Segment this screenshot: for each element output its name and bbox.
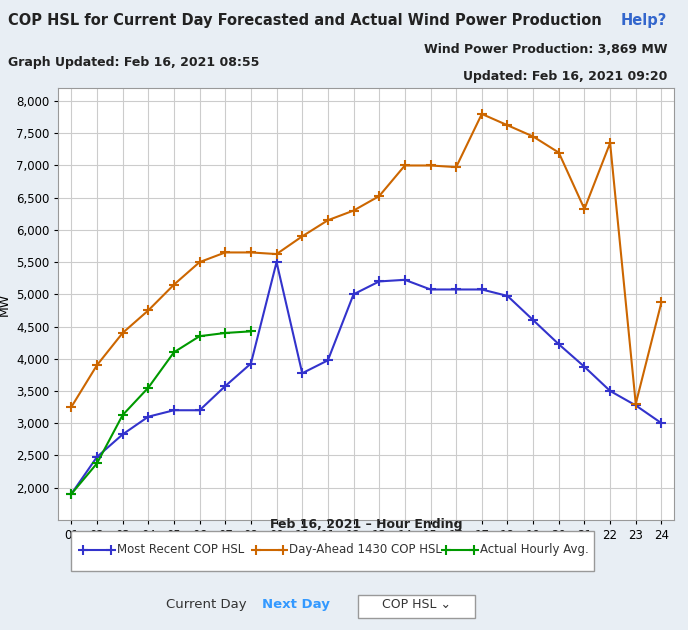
Text: Actual Hourly Avg.: Actual Hourly Avg.: [480, 543, 589, 556]
Most Recent COP HSL: [324, 357, 332, 364]
Most Recent COP HSL: [657, 420, 665, 427]
Most Recent COP HSL: [427, 285, 435, 293]
Actual Hourly Avg.: [221, 329, 229, 337]
Most Recent COP HSL: [375, 278, 383, 285]
Most Recent COP HSL: [580, 363, 588, 370]
Text: Graph Updated: Feb 16, 2021 08:55: Graph Updated: Feb 16, 2021 08:55: [8, 57, 259, 69]
Actual Hourly Avg.: [170, 348, 178, 356]
Actual Hourly Avg.: [93, 460, 101, 467]
Line: Most Recent COP HSL: Most Recent COP HSL: [67, 257, 666, 499]
Day-Ahead 1430 COP HSL: [555, 149, 563, 156]
Text: Updated: Feb 16, 2021 09:20: Updated: Feb 16, 2021 09:20: [463, 69, 667, 83]
Text: Next Day: Next Day: [262, 597, 330, 610]
Actual Hourly Avg.: [195, 333, 204, 340]
Most Recent COP HSL: [477, 285, 486, 293]
Day-Ahead 1430 COP HSL: [606, 139, 614, 147]
Most Recent COP HSL: [400, 276, 409, 284]
Most Recent COP HSL: [144, 413, 153, 420]
Line: Day-Ahead 1430 COP HSL: Day-Ahead 1430 COP HSL: [67, 109, 666, 412]
Day-Ahead 1430 COP HSL: [170, 281, 178, 289]
Day-Ahead 1430 COP HSL: [221, 249, 229, 256]
Most Recent COP HSL: [195, 406, 204, 414]
Day-Ahead 1430 COP HSL: [118, 329, 127, 337]
Most Recent COP HSL: [118, 431, 127, 438]
FancyBboxPatch shape: [71, 530, 594, 571]
Day-Ahead 1430 COP HSL: [529, 133, 537, 140]
Most Recent COP HSL: [350, 290, 358, 298]
Text: COP HSL for Current Day Forecasted and Actual Wind Power Production: COP HSL for Current Day Forecasted and A…: [8, 13, 602, 28]
Most Recent COP HSL: [170, 406, 178, 414]
Most Recent COP HSL: [298, 369, 306, 377]
Text: COP HSL ⌄: COP HSL ⌄: [382, 597, 451, 610]
Text: Current Day: Current Day: [166, 597, 247, 610]
Most Recent COP HSL: [452, 285, 460, 293]
Most Recent COP HSL: [93, 453, 101, 461]
Day-Ahead 1430 COP HSL: [657, 299, 665, 306]
Day-Ahead 1430 COP HSL: [427, 162, 435, 169]
Actual Hourly Avg.: [144, 384, 153, 391]
Day-Ahead 1430 COP HSL: [452, 163, 460, 171]
Text: Wind Power Production: 3,869 MW: Wind Power Production: 3,869 MW: [424, 43, 667, 56]
Line: Actual Hourly Avg.: Actual Hourly Avg.: [67, 326, 256, 499]
Actual Hourly Avg.: [118, 411, 127, 419]
Most Recent COP HSL: [504, 292, 512, 300]
Day-Ahead 1430 COP HSL: [400, 162, 409, 169]
Y-axis label: MW: MW: [0, 292, 10, 316]
Day-Ahead 1430 COP HSL: [67, 403, 76, 411]
Day-Ahead 1430 COP HSL: [298, 232, 306, 240]
Most Recent COP HSL: [247, 360, 255, 367]
Day-Ahead 1430 COP HSL: [477, 110, 486, 118]
FancyBboxPatch shape: [358, 595, 475, 618]
Day-Ahead 1430 COP HSL: [504, 122, 512, 129]
Day-Ahead 1430 COP HSL: [272, 250, 281, 258]
Day-Ahead 1430 COP HSL: [195, 258, 204, 266]
Most Recent COP HSL: [67, 490, 76, 498]
Most Recent COP HSL: [221, 382, 229, 390]
Day-Ahead 1430 COP HSL: [375, 192, 383, 200]
Text: Day-Ahead 1430 COP HSL: Day-Ahead 1430 COP HSL: [290, 543, 442, 556]
Day-Ahead 1430 COP HSL: [350, 207, 358, 214]
Text: Feb 16, 2021 – Hour Ending: Feb 16, 2021 – Hour Ending: [270, 518, 462, 531]
Most Recent COP HSL: [606, 387, 614, 395]
Day-Ahead 1430 COP HSL: [324, 217, 332, 224]
Most Recent COP HSL: [529, 316, 537, 324]
Day-Ahead 1430 COP HSL: [247, 249, 255, 256]
Actual Hourly Avg.: [247, 328, 255, 335]
Text: Most Recent COP HSL: Most Recent COP HSL: [117, 543, 244, 556]
Most Recent COP HSL: [632, 402, 640, 410]
Day-Ahead 1430 COP HSL: [632, 400, 640, 408]
Most Recent COP HSL: [272, 258, 281, 266]
Actual Hourly Avg.: [67, 490, 76, 498]
Day-Ahead 1430 COP HSL: [93, 362, 101, 369]
Text: Help?: Help?: [621, 13, 667, 28]
Day-Ahead 1430 COP HSL: [580, 205, 588, 213]
Most Recent COP HSL: [555, 340, 563, 348]
Day-Ahead 1430 COP HSL: [144, 307, 153, 314]
